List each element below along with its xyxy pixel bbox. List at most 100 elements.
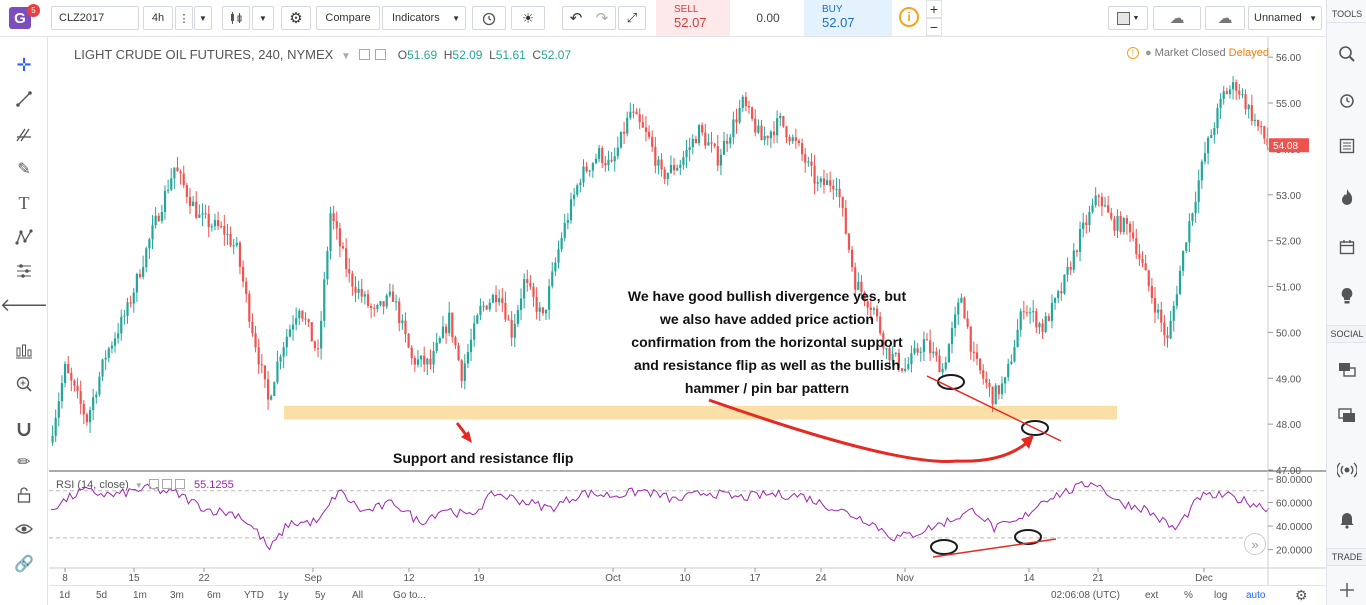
settings-gear-icon[interactable]: ⚙ bbox=[281, 6, 311, 30]
candle-body bbox=[707, 142, 710, 146]
rsi-dropdown-icon[interactable]: ▼ bbox=[134, 481, 143, 490]
candle-body bbox=[966, 318, 969, 327]
close-label: C bbox=[532, 48, 542, 62]
market-info-icon[interactable]: ! bbox=[1126, 47, 1139, 59]
watchlist-search-icon[interactable] bbox=[1335, 42, 1359, 66]
fullscreen-icon[interactable]: ⤢ bbox=[618, 6, 646, 30]
range-1d[interactable]: 1d bbox=[59, 590, 71, 601]
candle-body bbox=[563, 222, 566, 238]
chart-settings-gear-icon[interactable]: ⚙ bbox=[1295, 587, 1308, 603]
chart-canvas[interactable]: 56.0055.0054.0053.0052.0051.0050.0049.00… bbox=[49, 37, 1326, 585]
layout-name-select[interactable]: Unnamed ▼ bbox=[1248, 6, 1322, 30]
range-5d[interactable]: 5d bbox=[96, 590, 108, 601]
candle-body bbox=[391, 291, 395, 302]
indicators-button[interactable]: Indicators ▼ bbox=[382, 6, 466, 30]
interval-select[interactable]: 4h bbox=[143, 6, 173, 30]
candle-body bbox=[1085, 222, 1088, 226]
log-toggle[interactable]: log bbox=[1214, 590, 1228, 601]
utc-clock[interactable]: 02:06:08 (UTC) bbox=[1051, 590, 1120, 601]
measure-icon[interactable] bbox=[12, 339, 36, 363]
candle-body bbox=[779, 115, 782, 119]
candle-body bbox=[573, 194, 576, 200]
range-5y[interactable]: 5y bbox=[315, 590, 326, 601]
range-3m[interactable]: 3m bbox=[170, 590, 184, 601]
crosshair-icon[interactable]: ✛ bbox=[16, 54, 32, 75]
alarm-clock-icon[interactable] bbox=[1335, 88, 1359, 112]
trade-panel-icon[interactable] bbox=[1335, 578, 1359, 602]
candle-body bbox=[1122, 218, 1125, 233]
range-all[interactable]: All bbox=[352, 590, 364, 601]
chart-style-chevron-icon[interactable]: ▼ bbox=[252, 6, 274, 30]
link-icon[interactable]: 🔗 bbox=[14, 556, 34, 573]
sell-button[interactable]: SELL 52.07 bbox=[656, 0, 730, 36]
candle-body bbox=[807, 161, 810, 163]
range-1y[interactable]: 1y bbox=[278, 590, 289, 601]
legend-settings-icon[interactable] bbox=[375, 49, 387, 60]
candle-body bbox=[1263, 126, 1266, 139]
lock-icon[interactable] bbox=[12, 483, 36, 507]
candle-body bbox=[1110, 212, 1113, 219]
info-icon[interactable]: i bbox=[899, 7, 919, 27]
compare-button[interactable]: Compare bbox=[316, 6, 380, 30]
chat-icon[interactable] bbox=[1335, 358, 1359, 382]
eye-icon[interactable] bbox=[12, 517, 36, 541]
range-6m[interactable]: 6m bbox=[207, 590, 221, 601]
streams-broadcast-icon[interactable] bbox=[1335, 458, 1359, 482]
candle-body bbox=[1231, 82, 1235, 90]
data-window-icon[interactable] bbox=[1335, 134, 1359, 158]
time-tick-label: 19 bbox=[473, 573, 485, 584]
candle-body bbox=[1191, 213, 1194, 222]
redo-icon[interactable]: ↷ bbox=[595, 10, 609, 27]
plus-icon[interactable]: + bbox=[926, 0, 942, 18]
ext-toggle[interactable]: ext bbox=[1145, 590, 1159, 601]
undo-icon[interactable]: ↶ bbox=[569, 10, 583, 27]
buy-button[interactable]: BUY 52.07 bbox=[804, 0, 892, 36]
trend-line-icon[interactable] bbox=[12, 87, 36, 111]
brush-icon[interactable]: ✎ bbox=[17, 161, 31, 178]
messages-icon[interactable] bbox=[1335, 404, 1359, 428]
rsi-settings-icon[interactable] bbox=[161, 479, 172, 489]
text-tool-icon[interactable]: T bbox=[18, 192, 30, 213]
percent-toggle[interactable]: % bbox=[1184, 590, 1193, 601]
symbol-search-input[interactable]: CLZ2017 bbox=[51, 6, 139, 30]
magnet-icon[interactable] bbox=[12, 417, 36, 441]
candles-style-icon[interactable] bbox=[222, 6, 250, 30]
pattern-icon[interactable] bbox=[12, 225, 36, 249]
pitchfork-icon[interactable] bbox=[12, 122, 36, 146]
range-1m[interactable]: 1m bbox=[133, 590, 147, 601]
layout-chevron-icon: ▼ bbox=[1309, 13, 1317, 23]
more-vertical-icon[interactable]: ⋮ bbox=[175, 6, 193, 30]
notifications-bell-icon[interactable] bbox=[1335, 508, 1359, 532]
stay-in-drawing-icon[interactable]: ✏ bbox=[17, 454, 31, 471]
arrow-left-icon[interactable]: 🡐 bbox=[0, 294, 49, 315]
minus-icon[interactable]: − bbox=[926, 18, 942, 36]
candle-body bbox=[969, 326, 972, 352]
ideas-bulb-icon[interactable] bbox=[1335, 284, 1359, 308]
layout-square-icon[interactable]: ▼ bbox=[1108, 6, 1148, 30]
rsi-close-icon[interactable] bbox=[174, 479, 185, 489]
prediction-icon[interactable] bbox=[12, 259, 36, 283]
calendar-icon[interactable] bbox=[1335, 235, 1359, 259]
candle-body bbox=[638, 114, 641, 123]
auto-toggle[interactable]: auto bbox=[1246, 590, 1266, 601]
app-logo[interactable]: G bbox=[9, 7, 31, 29]
candle-body bbox=[526, 279, 529, 283]
interval-dropdown-chevron-icon[interactable]: ▼ bbox=[194, 6, 212, 30]
alert-clock-icon[interactable] bbox=[472, 6, 506, 30]
zoom-icon[interactable] bbox=[12, 372, 36, 396]
candle-body bbox=[1053, 297, 1057, 303]
cloud-load-icon[interactable]: ☁ bbox=[1153, 6, 1201, 30]
chart-area[interactable]: 56.0055.0054.0053.0052.0051.0050.0049.00… bbox=[49, 37, 1326, 605]
rsi-eye-icon[interactable] bbox=[148, 479, 159, 489]
scroll-right-icon[interactable]: » bbox=[1244, 533, 1266, 555]
bulb-icon[interactable]: ☀ bbox=[511, 6, 545, 30]
range-ytd[interactable]: YTD bbox=[244, 590, 264, 601]
hotlist-flame-icon[interactable] bbox=[1335, 185, 1359, 209]
cloud-save-icon[interactable]: ☁ bbox=[1205, 6, 1245, 30]
goto-button[interactable]: Go to... bbox=[393, 590, 426, 601]
legend-dropdown-icon[interactable]: ▼ bbox=[340, 51, 351, 62]
candle-body bbox=[385, 295, 388, 307]
candle-body bbox=[142, 267, 145, 277]
candle-body bbox=[1238, 90, 1241, 95]
legend-eye-icon[interactable] bbox=[358, 49, 370, 60]
